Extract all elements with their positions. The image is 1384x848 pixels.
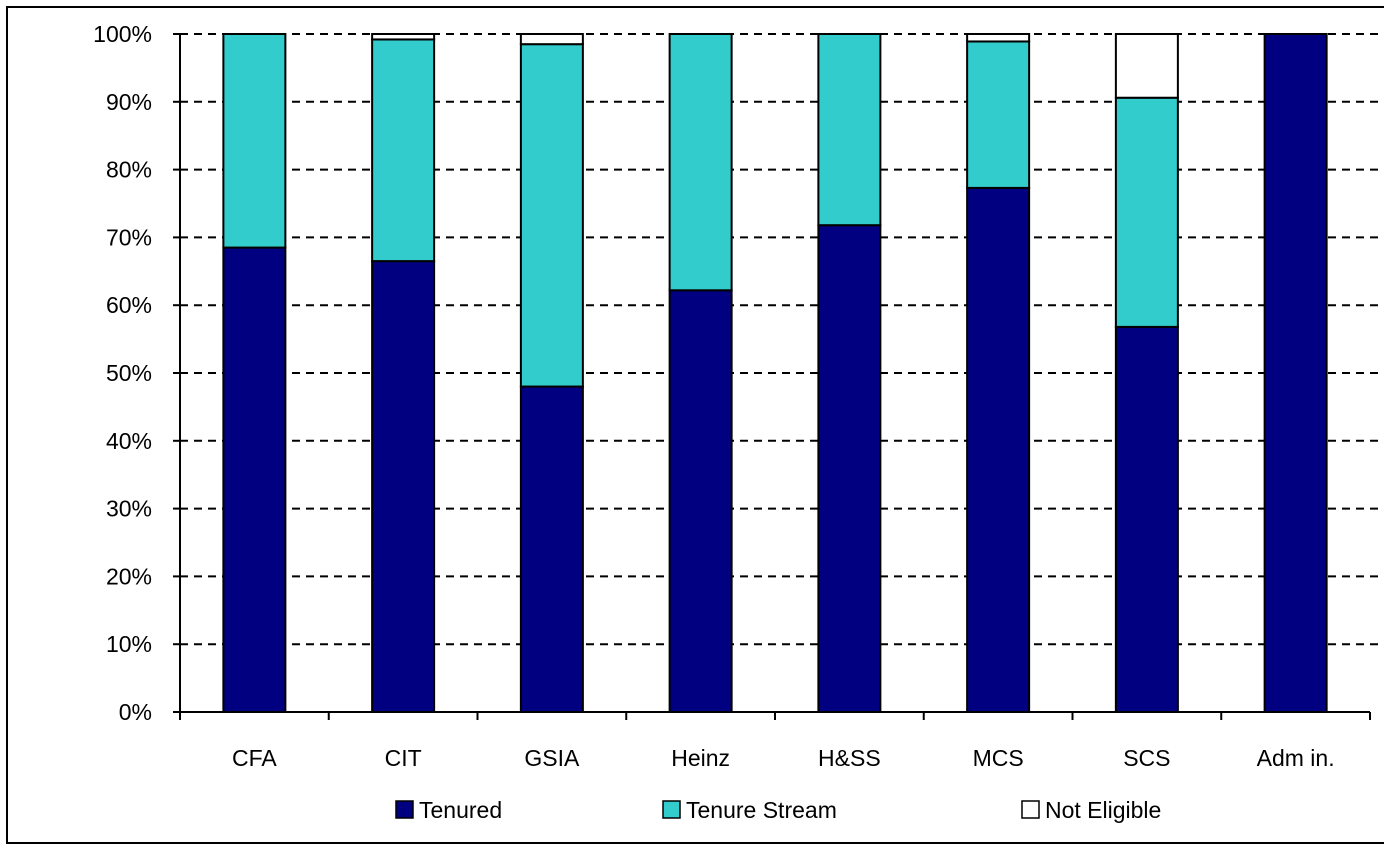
bar-segment — [222, 246, 287, 713]
y-tick-label: 70% — [106, 224, 152, 250]
bar-segment — [371, 33, 436, 41]
bar-segment — [1114, 33, 1179, 99]
bar-segment — [371, 38, 436, 263]
y-tick-label: 40% — [106, 428, 152, 454]
bar-segment — [817, 33, 882, 227]
bar-segment — [519, 385, 584, 713]
x-tick-label: MCS — [973, 745, 1024, 771]
legend-label: Tenure Stream — [686, 797, 837, 823]
bar-segment — [222, 33, 287, 249]
legend-swatch — [395, 800, 414, 819]
x-tick-label: SCS — [1123, 745, 1170, 771]
bar-segment — [966, 33, 1031, 43]
bar-segment — [966, 40, 1031, 189]
y-tick-label: 20% — [106, 563, 152, 589]
bar-segment — [1263, 33, 1328, 713]
y-tick-label: 30% — [106, 496, 152, 522]
bar-segment — [371, 260, 436, 713]
bar-segment — [519, 33, 584, 46]
y-tick-label: 60% — [106, 292, 152, 318]
legend-label: Tenured — [419, 797, 502, 823]
gridlines — [180, 33, 1384, 646]
bar-segment — [668, 33, 733, 292]
bar-segment — [668, 289, 733, 713]
y-tick-label: 50% — [106, 360, 152, 386]
x-tick-label: CIT — [385, 745, 422, 771]
x-axis: CFA CIT GSIA Heinz H&SS MCS SCS Adm in. — [179, 711, 1371, 771]
x-tick-label: CFA — [232, 745, 277, 771]
x-tick-label: H&SS — [818, 745, 881, 771]
x-tick-label: Adm in. — [1257, 745, 1335, 771]
y-tick-label: 0% — [119, 699, 152, 725]
legend: Tenured Tenure Stream Not Eligible — [395, 797, 1161, 823]
x-tick-label: Heinz — [671, 745, 730, 771]
y-tick-label: 80% — [106, 157, 152, 183]
bar-segment — [1114, 325, 1179, 713]
bar-segment — [817, 224, 882, 713]
y-tick-label: 100% — [93, 21, 152, 47]
bar-segment — [519, 43, 584, 388]
bars — [222, 33, 1328, 713]
x-tick-label: GSIA — [524, 745, 580, 771]
y-tick-label: 10% — [106, 631, 152, 657]
y-tick-label: 90% — [106, 89, 152, 115]
legend-swatch — [662, 800, 681, 819]
legend-swatch — [1021, 800, 1040, 819]
bar-segment — [1114, 96, 1179, 328]
bar-segment — [966, 186, 1031, 713]
legend-label: Not Eligible — [1045, 797, 1161, 823]
y-axis: 0% 10% 20% 30% 40% 50% 60% 70% 80% 90% 100% — [93, 21, 181, 725]
